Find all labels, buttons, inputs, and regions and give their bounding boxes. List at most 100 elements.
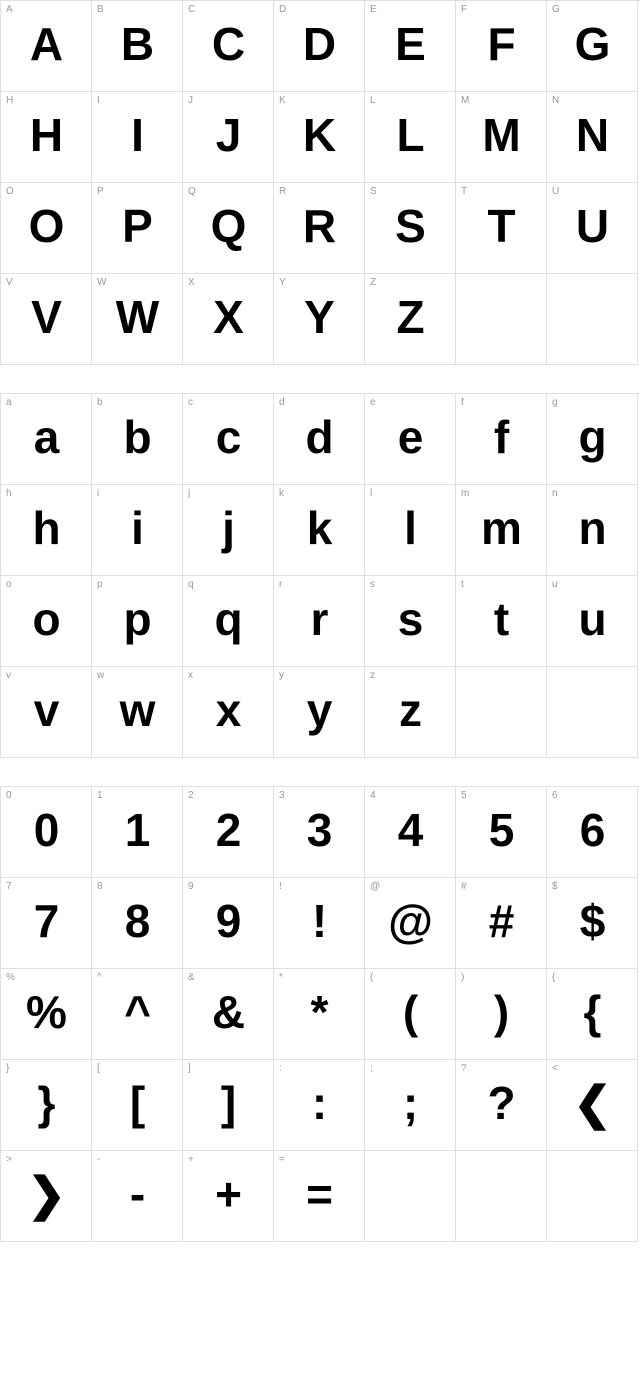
glyph-cell: hh <box>1 485 92 576</box>
glyph-cell-label: W <box>97 277 106 288</box>
glyph-character: t <box>494 596 508 642</box>
glyph-cell: 44 <box>365 787 456 878</box>
glyph-cell-label: : <box>279 1063 282 1074</box>
glyph-character: 5 <box>489 807 514 853</box>
glyph-cell: WW <box>92 274 183 365</box>
glyph-section-numbers-symbols: 00112233445566778899!!@@##$$%%^^&&**(())… <box>0 786 640 1242</box>
glyph-cell: PP <box>92 183 183 274</box>
glyph-cell: ]] <box>183 1060 274 1151</box>
glyph-character: ^ <box>124 989 150 1035</box>
glyph-section-uppercase: AABBCCDDEEFFGGHHIIJJKKLLMMNNOOPPQQRRSSTT… <box>0 0 640 365</box>
glyph-cell: >❯ <box>1 1151 92 1242</box>
glyph-character: 0 <box>34 807 59 853</box>
glyph-cell: ** <box>274 969 365 1060</box>
glyph-character: * <box>311 989 328 1035</box>
glyph-character: k <box>307 505 332 551</box>
glyph-character: x <box>216 687 241 733</box>
glyph-cell-label: B <box>97 4 104 15</box>
glyph-cell: gg <box>547 394 638 485</box>
glyph-cell-label: } <box>6 1063 9 1074</box>
glyph-cell <box>456 274 547 365</box>
glyph-cell <box>547 274 638 365</box>
glyph-character: b <box>123 414 150 460</box>
glyph-grid: 00112233445566778899!!@@##$$%%^^&&**(())… <box>0 786 640 1242</box>
glyph-cell: ll <box>365 485 456 576</box>
glyph-cell: 33 <box>274 787 365 878</box>
glyph-character: R <box>303 203 335 249</box>
glyph-character: H <box>30 112 62 158</box>
glyph-cell: uu <box>547 576 638 667</box>
glyph-cell: $$ <box>547 878 638 969</box>
glyph-cell-label: 5 <box>461 790 467 801</box>
glyph-character: 8 <box>125 898 150 944</box>
glyph-cell: LL <box>365 92 456 183</box>
glyph-cell-label: = <box>279 1154 285 1165</box>
glyph-cell-label: ^ <box>97 972 102 983</box>
glyph-character: ? <box>487 1080 514 1126</box>
glyph-character: T <box>487 203 514 249</box>
glyph-character: D <box>303 21 335 67</box>
glyph-grid: aabbccddeeffgghhiijjkkllmmnnooppqqrrsstt… <box>0 393 640 758</box>
glyph-character: p <box>123 596 150 642</box>
glyph-cell: vv <box>1 667 92 758</box>
glyph-cell: jj <box>183 485 274 576</box>
glyph-cell: AA <box>1 1 92 92</box>
glyph-character: P <box>122 203 152 249</box>
glyph-character: E <box>395 21 425 67</box>
glyph-cell: HH <box>1 92 92 183</box>
glyph-grid: AABBCCDDEEFFGGHHIIJJKKLLMMNNOOPPQQRRSSTT… <box>0 0 640 365</box>
glyph-cell-label: Z <box>370 277 376 288</box>
glyph-cell-label: y <box>279 670 284 681</box>
glyph-cell-label: L <box>370 95 376 106</box>
glyph-cell-label: 4 <box>370 790 376 801</box>
glyph-cell-label: O <box>6 186 14 197</box>
glyph-character: @ <box>388 898 432 944</box>
glyph-cell: -- <box>92 1151 183 1242</box>
glyph-cell: 77 <box>1 878 92 969</box>
glyph-cell-label: T <box>461 186 467 197</box>
glyph-cell-label: z <box>370 670 375 681</box>
glyph-character: ❮ <box>573 1080 611 1126</box>
glyph-character: U <box>576 203 608 249</box>
glyph-cell-label: G <box>552 4 560 15</box>
glyph-character: 7 <box>34 898 59 944</box>
glyph-character: S <box>395 203 425 249</box>
glyph-character: m <box>481 505 521 551</box>
glyph-character: 4 <box>398 807 423 853</box>
glyph-cell: RR <box>274 183 365 274</box>
glyph-cell: ww <box>92 667 183 758</box>
glyph-cell: XX <box>183 274 274 365</box>
glyph-cell-label: e <box>370 397 376 408</box>
glyph-character: B <box>121 21 153 67</box>
glyph-cell: qq <box>183 576 274 667</box>
glyph-cell-label: 6 <box>552 790 558 801</box>
glyph-character: Z <box>396 294 423 340</box>
glyph-cell-label: b <box>97 397 103 408</box>
glyph-cell-label: d <box>279 397 285 408</box>
glyph-cell-label: S <box>370 186 377 197</box>
glyph-cell-label: 9 <box>188 881 194 892</box>
glyph-character: 3 <box>307 807 332 853</box>
glyph-character: n <box>578 505 605 551</box>
glyph-cell: ^^ <box>92 969 183 1060</box>
glyph-character: X <box>213 294 243 340</box>
glyph-cell-label: C <box>188 4 195 15</box>
glyph-cell: bb <box>92 394 183 485</box>
glyph-cell-label: p <box>97 579 103 590</box>
glyph-cell-label: ! <box>279 881 282 892</box>
glyph-cell-label: # <box>461 881 467 892</box>
glyph-character: j <box>222 505 234 551</box>
glyph-cell: KK <box>274 92 365 183</box>
glyph-cell-label: + <box>188 1154 194 1165</box>
glyph-cell: NN <box>547 92 638 183</box>
glyph-cell-label: I <box>97 95 100 106</box>
glyph-cell-label: M <box>461 95 469 106</box>
glyph-cell-label: k <box>279 488 284 499</box>
glyph-character: ❯ <box>27 1171 65 1217</box>
glyph-character: O <box>29 203 64 249</box>
glyph-cell-label: 2 <box>188 790 194 801</box>
glyph-cell-label: [ <box>97 1063 100 1074</box>
glyph-cell: oo <box>1 576 92 667</box>
glyph-character: ] <box>221 1080 235 1126</box>
glyph-cell-label: Q <box>188 186 196 197</box>
